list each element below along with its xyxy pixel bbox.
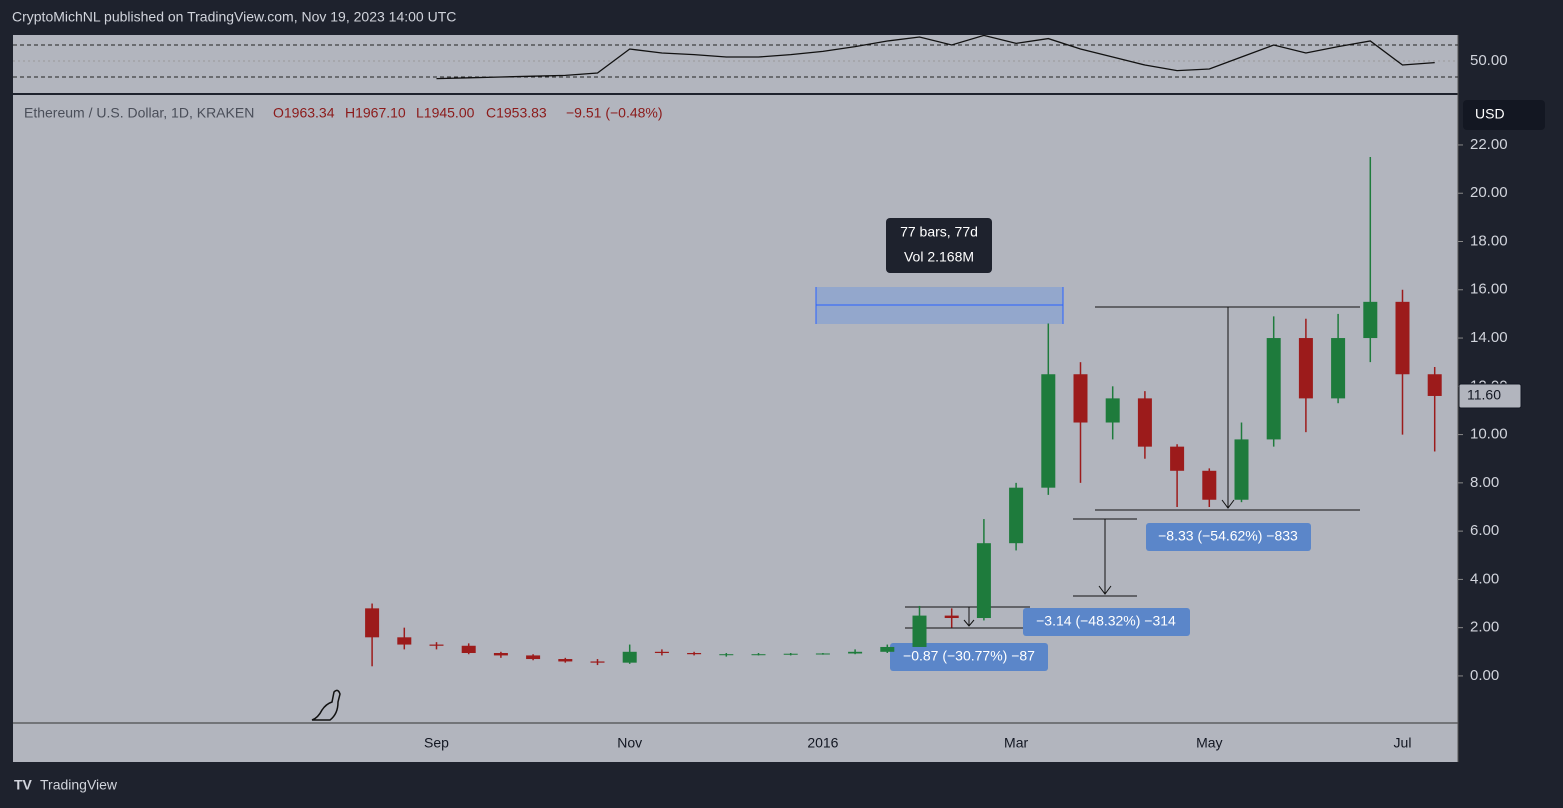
candle-body [719,654,734,656]
logo-icon [311,689,341,721]
y-tick-label: 22.00 [1470,136,1508,153]
candle-body [493,653,508,656]
price-pane [13,95,1458,723]
footer-logo: TV [14,777,33,793]
currency: USD [1475,106,1505,122]
x-tick-label: May [1196,735,1222,751]
candle-body [1009,487,1024,544]
rsi-line [436,34,1435,80]
candle-body [976,543,991,619]
candle-body [751,654,766,656]
measures [905,306,1360,629]
y-tick-label: 18.00 [1470,232,1508,249]
range-tooltip [886,218,992,273]
range-volume: Vol 2.168M [904,249,974,265]
candle-body [1202,470,1217,500]
measure-text: −8.33 (−54.62%) −833 [1158,528,1298,544]
y-tick-label: 20.00 [1470,184,1508,201]
measure-label [1146,523,1311,551]
candle-body [1395,301,1410,375]
candle-body [558,659,573,662]
measure-text: −0.87 (−30.77%) −87 [903,648,1035,664]
candle-body [687,653,702,655]
candle-body [526,655,541,660]
currency-button[interactable] [1463,100,1545,130]
x-tick-label: Nov [617,735,642,751]
candle-body [461,645,476,654]
y-tick-label: 50.00 [1470,52,1508,69]
y-tick-label: 0.00 [1470,667,1499,684]
y-tick-label: 2.00 [1470,619,1499,636]
candle-body [1298,338,1313,399]
symbol: Ethereum / U.S. Dollar, 1D, KRAKEN [24,105,254,121]
measure-label [1023,608,1190,636]
last-price: 11.60 [1467,387,1501,403]
measure-text: −3.14 (−48.32%) −314 [1036,613,1176,629]
candle-body [848,651,863,654]
y-tick-label: 16.00 [1470,281,1508,298]
y-tick-label: 6.00 [1470,522,1499,539]
publisher: CryptoMichNL published on TradingView.co… [12,9,456,25]
candle-body [1427,374,1442,396]
candle-body [397,637,412,645]
ohlc: C1953.83 [486,105,547,121]
x-tick-label: 2016 [807,735,838,751]
range-bars: 77 bars, 77d [900,224,978,240]
candle-body [1331,338,1346,399]
candle-body [1363,301,1378,339]
change: −9.51 (−0.48%) [566,105,663,121]
candle-body [1073,374,1088,423]
y-tick-label: 4.00 [1470,570,1499,587]
candle-body [815,653,830,655]
candle-body [783,653,798,655]
candle-body [880,646,895,652]
candle-body [365,608,380,638]
candle-body [590,661,605,663]
candle-body [1234,439,1249,500]
candle-body [1170,446,1185,471]
ohlc: H1967.10 [345,105,406,121]
candle-body [429,644,444,646]
footer: TradingView [40,777,118,793]
y-tick-label: 10.00 [1470,426,1508,443]
candle-body [1041,374,1056,488]
rsi-pane [13,35,1458,93]
x-tick-label: Mar [1004,735,1028,751]
candle-body [1137,398,1152,447]
x-tick-label: Jul [1394,735,1412,751]
candle-body [944,615,959,619]
time-axis-bg [13,723,1458,762]
candle-body [1105,398,1120,423]
ohlc: L1945.00 [416,105,475,121]
candle-body [622,651,637,663]
candle-body [912,615,927,647]
measure-label [890,643,1048,671]
x-tick-label: Sep [424,735,449,751]
ohlc: O1963.34 [273,105,335,121]
y-tick-label: 14.00 [1470,329,1508,346]
y-tick-label: 8.00 [1470,474,1499,491]
candle-body [654,651,669,654]
last-price-box [1458,383,1522,409]
candle-body [1266,338,1281,440]
